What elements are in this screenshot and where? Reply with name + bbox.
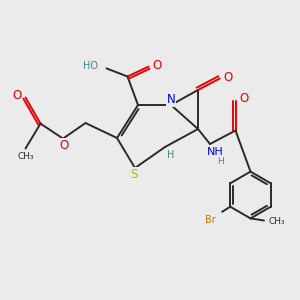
Text: O: O [152, 58, 161, 72]
Text: CH₃: CH₃ [17, 152, 34, 161]
Text: H: H [167, 150, 174, 161]
Text: O: O [13, 88, 22, 102]
Text: CH₃: CH₃ [268, 218, 285, 226]
Text: NH: NH [207, 147, 224, 158]
Text: N: N [167, 93, 176, 106]
Text: HO: HO [83, 61, 98, 71]
Text: O: O [224, 70, 232, 84]
Text: S: S [130, 168, 137, 181]
Text: O: O [60, 139, 69, 152]
Text: Br: Br [206, 214, 216, 225]
Text: O: O [239, 92, 248, 106]
Text: H: H [217, 157, 224, 166]
